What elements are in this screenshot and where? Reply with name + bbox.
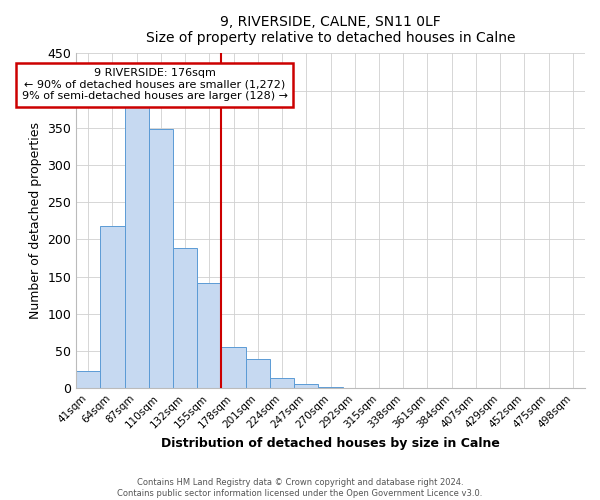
Bar [294,384,319,388]
Title: 9, RIVERSIDE, CALNE, SN11 0LF
Size of property relative to detached houses in Ca: 9, RIVERSIDE, CALNE, SN11 0LF Size of pr… [146,15,515,45]
Bar [76,371,100,388]
Bar [100,226,125,388]
X-axis label: Distribution of detached houses by size in Calne: Distribution of detached houses by size … [161,437,500,450]
Bar [319,387,343,388]
Bar [173,248,197,388]
Bar [245,358,270,388]
Bar [149,128,173,388]
Bar [270,378,294,388]
Text: 9 RIVERSIDE: 176sqm
← 90% of detached houses are smaller (1,272)
9% of semi-deta: 9 RIVERSIDE: 176sqm ← 90% of detached ho… [22,68,288,102]
Bar [197,282,221,389]
Y-axis label: Number of detached properties: Number of detached properties [29,122,42,320]
Text: Contains HM Land Registry data © Crown copyright and database right 2024.
Contai: Contains HM Land Registry data © Crown c… [118,478,482,498]
Bar [221,348,245,389]
Bar [125,107,149,388]
